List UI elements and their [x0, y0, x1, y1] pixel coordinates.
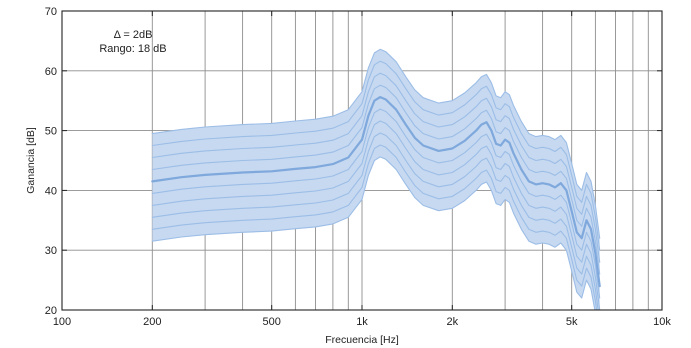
series-line — [151, 144, 598, 310]
y-tick-label: 50 — [45, 126, 57, 138]
x-axis-label: Frecuencia [Hz] — [325, 334, 399, 346]
annotation-range: Rango: 18 dB — [99, 43, 166, 55]
series-line — [151, 84, 601, 275]
x-tick-label: 5k — [566, 316, 578, 328]
axis-ticks: 100 200 500 1k 2k 5k 10k 20 30 40 50 60 70 — [45, 6, 672, 328]
y-axis-label: Ganancia [dB] — [25, 127, 37, 194]
series-line — [151, 120, 601, 310]
annotation-step: Δ = 2dB — [114, 29, 153, 41]
y-tick-label: 20 — [45, 305, 57, 317]
x-tick-label: 10k — [653, 316, 671, 328]
y-tick-label: 60 — [45, 66, 57, 78]
series-line — [151, 156, 596, 310]
y-tick-label: 30 — [45, 245, 57, 257]
y-tick-label: 70 — [45, 6, 57, 18]
x-tick-label: 1k — [356, 316, 368, 328]
series-line — [151, 48, 601, 239]
x-tick-label: 200 — [143, 316, 161, 328]
x-tick-label: 100 — [53, 316, 71, 328]
curve-series — [151, 48, 601, 310]
series-line — [151, 132, 599, 310]
x-tick-label: 500 — [263, 316, 281, 328]
band-fill — [152, 49, 600, 310]
x-tick-label: 2k — [446, 316, 458, 328]
curve-band — [152, 49, 600, 310]
y-tick-label: 40 — [45, 185, 57, 197]
series-line — [151, 72, 601, 263]
series-line — [151, 108, 601, 299]
series-line — [151, 96, 601, 288]
series-line — [151, 60, 601, 251]
